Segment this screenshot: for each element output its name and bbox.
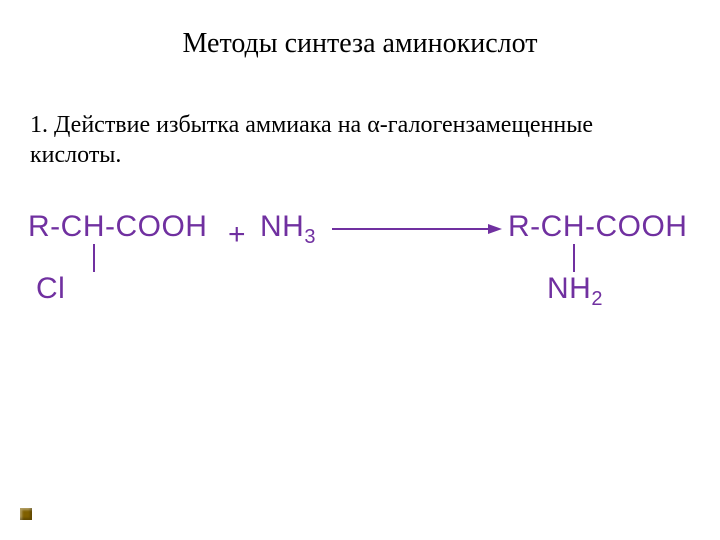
slide-body-text: 1. Действие избытка аммиака на α-галоген…: [30, 110, 680, 170]
reactant2-ammonia: NH3: [260, 210, 316, 244]
slide-title: Методы синтеза аминокислот: [0, 28, 720, 60]
reaction-arrow-line: [332, 228, 488, 230]
slide: Методы синтеза аминокислот 1. Действие и…: [0, 0, 720, 540]
bullet-icon: [20, 508, 32, 520]
product-backbone: R-CH-COOH: [508, 210, 687, 244]
product-substituent: NH2: [547, 272, 603, 306]
reactant2-sub: 3: [304, 226, 316, 248]
product-sub-text: NH: [547, 272, 591, 305]
reactant1-bond: [93, 244, 95, 272]
reactant1-backbone: R-CH-COOH: [28, 210, 207, 244]
reaction-arrow-head: [488, 224, 502, 234]
reaction-diagram: R-CH-COOH Cl + NH3 R-CH-COOH NH2: [28, 210, 692, 390]
reactant1-substituent: Cl: [36, 272, 65, 306]
plus-sign: +: [228, 218, 246, 252]
reactant2-text: NH: [260, 210, 304, 243]
product-bond: [573, 244, 575, 272]
product-sub-sub: 2: [591, 288, 603, 310]
